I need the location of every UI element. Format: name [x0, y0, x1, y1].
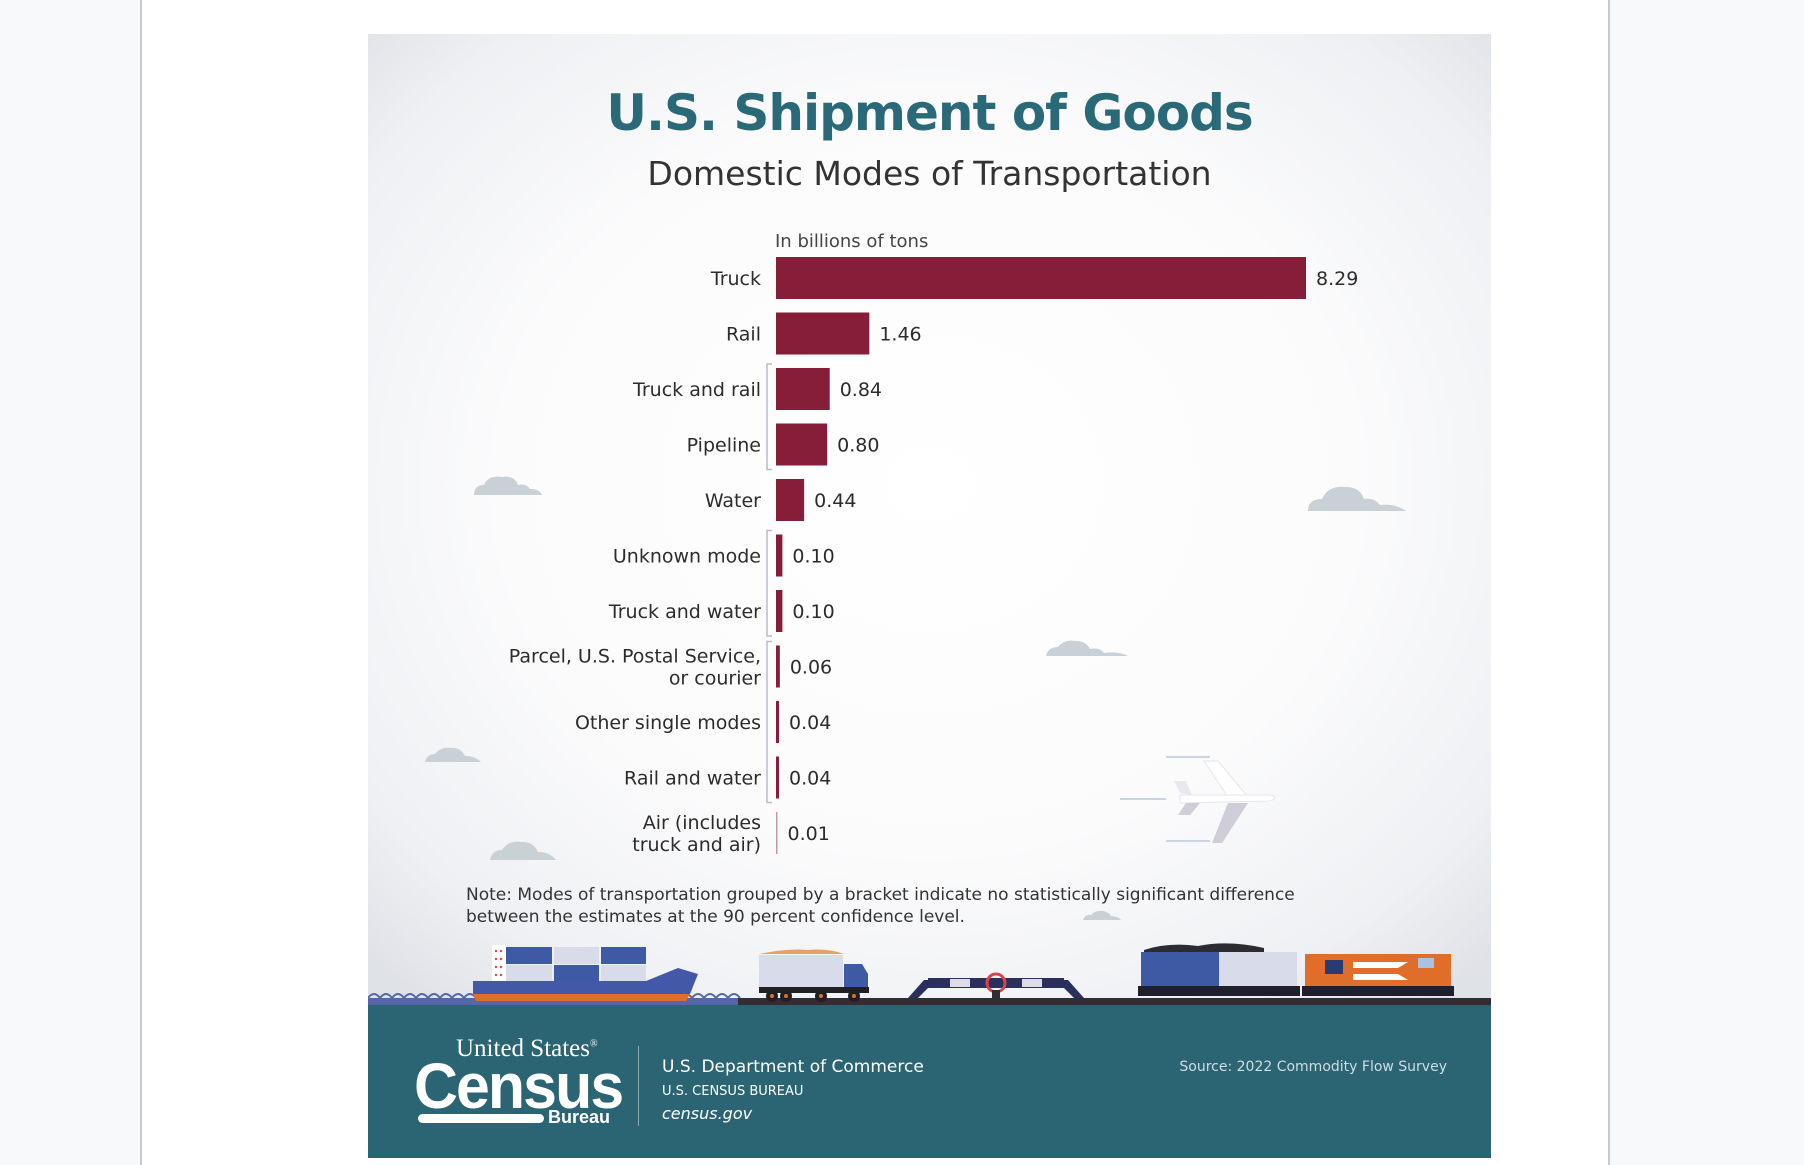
- category-label: or courier: [669, 668, 761, 690]
- category-label: Rail and water: [624, 768, 761, 790]
- road: [738, 998, 1491, 1005]
- cloud-icon: [425, 747, 481, 762]
- value-label: 0.01: [788, 823, 830, 845]
- units-label: In billions of tons: [775, 231, 929, 252]
- website-link[interactable]: census.gov: [662, 1104, 753, 1123]
- cloud-icon: [474, 476, 542, 495]
- category-label: Truck and rail: [632, 379, 761, 401]
- bureau-name: U.S. CENSUS BUREAU: [662, 1084, 804, 1099]
- pipeline-icon: [908, 972, 1084, 998]
- value-label: 0.04: [789, 712, 831, 734]
- note-text: Note: Modes of transportation grouped by…: [466, 885, 1295, 927]
- chart-title: U.S. Shipment of Goods: [606, 84, 1253, 142]
- footer: United States® Census Bureau U.S. Depart…: [368, 1005, 1491, 1158]
- cloud-icon: [490, 841, 556, 860]
- value-label: 0.44: [814, 490, 856, 512]
- bar-chart: Truck 8.29 Rail 1.46 Truck and rail 0.84 Pipel…: [509, 257, 1358, 856]
- value-label: 0.04: [789, 768, 831, 790]
- significance-bracket: [766, 363, 772, 471]
- category-label: Truck and water: [608, 601, 761, 623]
- registered-mark: ®: [590, 1038, 598, 1050]
- category-label: Unknown mode: [613, 546, 761, 568]
- footer-divider: [638, 1046, 639, 1126]
- value-label: 0.10: [792, 601, 834, 623]
- train-icon: [1138, 943, 1454, 996]
- bar: [776, 423, 828, 466]
- value-label: 1.46: [879, 324, 921, 346]
- value-label: 0.06: [790, 657, 832, 679]
- infographic: U.S. Shipment of Goods Domestic Modes of…: [368, 34, 1491, 1158]
- logo-census: Census: [414, 1050, 624, 1122]
- significance-bracket: [766, 529, 772, 637]
- bar: [776, 590, 783, 632]
- logo-united-states: United States®: [456, 1035, 598, 1063]
- logo-bureau: Bureau: [548, 1107, 611, 1127]
- bar: [776, 368, 830, 410]
- bar: [776, 257, 1306, 299]
- category-label: truck and air): [632, 834, 761, 856]
- bar: [776, 534, 783, 577]
- value-label: 8.29: [1316, 268, 1358, 290]
- significance-bracket: [766, 640, 772, 804]
- value-label: 0.84: [840, 379, 882, 401]
- source-text: Source: 2022 Commodity Flow Survey: [1179, 1059, 1447, 1075]
- category-label: Parcel, U.S. Postal Service,: [509, 646, 761, 668]
- department-name: U.S. Department of Commerce: [662, 1057, 924, 1077]
- cloud-icon: [1308, 486, 1406, 511]
- transport-illustrations: [368, 943, 1491, 1005]
- bar: [776, 812, 778, 854]
- cloud-icon: [1046, 640, 1128, 656]
- category-label: Truck: [710, 268, 761, 290]
- category-label: Pipeline: [687, 435, 761, 457]
- bar: [776, 701, 779, 743]
- category-label: Rail: [726, 324, 761, 346]
- value-label: 0.80: [837, 435, 879, 457]
- background-decor: [425, 476, 1406, 920]
- cloud-icon: [1083, 910, 1121, 920]
- category-label: Water: [705, 490, 761, 512]
- bar: [776, 312, 870, 355]
- cargo-ship-icon: [473, 945, 698, 1001]
- logo-top-text: United States: [456, 1035, 591, 1062]
- value-label: 0.10: [792, 546, 834, 568]
- airplane-icon: [1120, 756, 1276, 843]
- chart-subtitle: Domestic Modes of Transportation: [647, 154, 1212, 193]
- truck-icon: [759, 949, 869, 1002]
- bar: [776, 645, 780, 688]
- bar: [776, 479, 805, 521]
- category-label: Air (includes: [643, 812, 761, 834]
- category-label: Other single modes: [575, 712, 761, 734]
- logo-underline: [418, 1114, 544, 1123]
- bar: [776, 756, 779, 799]
